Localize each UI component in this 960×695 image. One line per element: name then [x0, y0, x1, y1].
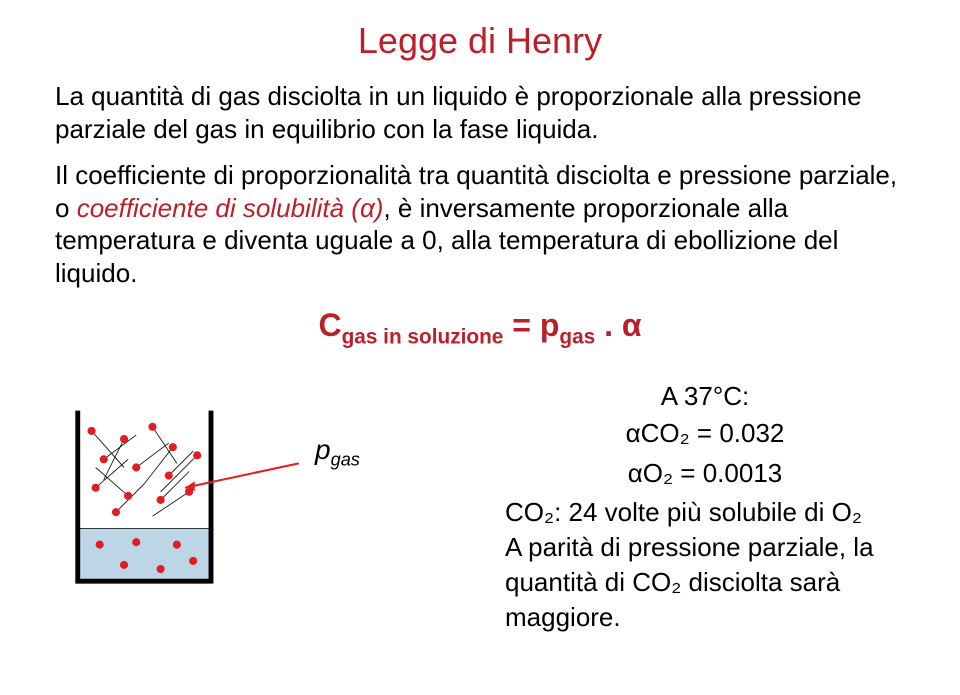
formula-C: C	[318, 307, 341, 343]
formula-eq: =	[503, 307, 539, 343]
pgas-sub: gas	[331, 450, 360, 470]
alpha-co2: αCO₂ = 0.032	[505, 416, 905, 451]
para2-emph: coefficiente di solubilità (α)	[77, 193, 384, 223]
note1: CO₂: 24 volte più solubile di O₂	[505, 495, 905, 530]
formula: Cgas in soluzione = pgas . α	[55, 307, 905, 349]
paragraph-1-text: La quantità di gas disciolta in un liqui…	[55, 81, 862, 144]
pgas-label: pgas	[315, 434, 445, 471]
formula-p-sub: gas	[559, 325, 595, 348]
pgas-label-area: pgas	[315, 379, 445, 471]
formula-dot: .	[595, 307, 622, 343]
note2: A parità di pressione parziale, la quant…	[505, 530, 905, 635]
lower-section: pgas A 37°C: αCO₂ = 0.032 αO₂ = 0.0013 C…	[55, 379, 905, 635]
right-block: A 37°C: αCO₂ = 0.032 αO₂ = 0.0013 CO₂: 2…	[445, 379, 905, 635]
paragraph-2: Il coefficiente di proporzionalità tra q…	[55, 159, 905, 289]
alpha-o2: αO₂ = 0.0013	[505, 456, 905, 491]
formula-alpha: α	[622, 307, 642, 343]
beaker-diagram	[55, 379, 315, 629]
formula-p: p	[540, 307, 560, 343]
formula-C-sub: gas in soluzione	[342, 325, 504, 348]
page-title: Legge di Henry	[55, 20, 905, 62]
diagram-area	[55, 379, 315, 634]
paragraph-1: La quantità di gas disciolta in un liqui…	[55, 80, 905, 145]
title-text: Legge di Henry	[358, 20, 602, 61]
a37c: A 37°C:	[505, 379, 905, 414]
pgas-p: p	[315, 434, 331, 465]
